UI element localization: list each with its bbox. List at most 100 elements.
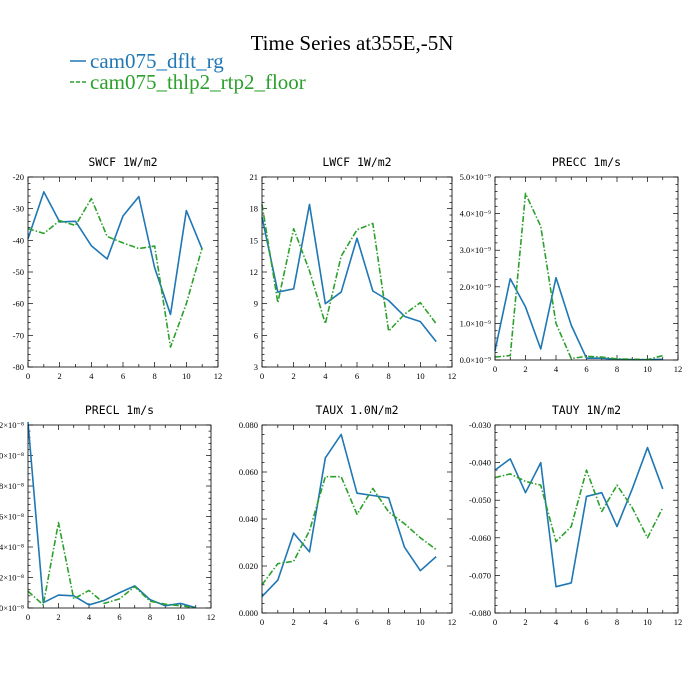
x-tick-label: 6	[117, 612, 121, 622]
x-tick-label: 10	[182, 371, 191, 381]
plot-frame	[494, 176, 679, 361]
panel-title: SWCF 1W/m2	[88, 155, 157, 169]
x-tick-label: 12	[207, 612, 216, 622]
chart-panel-1: LWCF 1W/m2 0 2 4 6 8 10 12 3 6 9 12 15 18 21	[250, 155, 457, 381]
x-tick-label: 12	[448, 371, 457, 381]
x-tick-label: 6	[584, 364, 588, 374]
x-tick-label: 4	[87, 612, 92, 622]
y-tick-label: -0.070	[469, 570, 491, 580]
x-tick-label: 12	[214, 371, 223, 381]
y-tick-label: 3.0×10⁻⁹	[460, 245, 491, 255]
x-tick-label: 8	[148, 612, 152, 622]
x-tick-label: 0	[26, 612, 30, 622]
x-tick-label: 12	[674, 364, 683, 374]
y-tick-label: -0.030	[469, 420, 491, 430]
series-line-dflt-rg	[494, 276, 663, 361]
y-tick-label: 18	[250, 204, 259, 214]
chart-panel-5: TAUY 1N/m2 0 2 4 6 8 10 12 -0.080 -0.070 -0.060 -0.…	[469, 403, 682, 627]
series-line-thlp2-rtp2-floor	[27, 521, 196, 609]
y-tick-label: -70	[13, 330, 24, 340]
x-tick-label: 8	[615, 364, 619, 374]
y-tick-label: 2×10⁻⁸	[0, 573, 24, 583]
panel-title: PRECC 1m/s	[552, 155, 621, 169]
plot-frame	[261, 424, 453, 614]
y-tick-label: 4.0×10⁻⁹	[460, 209, 491, 219]
panel-title: TAUY 1N/m2	[552, 403, 621, 417]
y-tick-label: 12×10⁻⁸	[0, 420, 24, 430]
panel-title: TAUX 1.0N/m2	[315, 403, 398, 417]
chart-panel-2: PRECC 1m/s 0 2 4 6 8 10 12 0.0×10⁻⁹ 1.0×10⁻⁹ 2.0×1…	[460, 155, 683, 374]
x-tick-label: 8	[387, 617, 391, 627]
y-tick-label: 0.080	[239, 420, 258, 430]
y-tick-label: 0×10⁻⁸	[0, 603, 24, 613]
legend-label-dflt-rg: cam075_dflt_rg	[90, 49, 224, 73]
x-tick-label: 4	[323, 617, 328, 627]
series-line-dflt-rg	[261, 203, 437, 343]
y-tick-label: 1.0×10⁻⁹	[460, 318, 491, 328]
y-tick-label: 0.060	[239, 467, 258, 477]
y-tick-label: 6	[254, 330, 258, 340]
plot-frame	[27, 176, 219, 368]
y-tick-label: -0.080	[469, 608, 491, 618]
x-tick-label: 8	[615, 617, 619, 627]
x-tick-label: 2	[292, 371, 296, 381]
y-tick-label: 0.000	[239, 608, 258, 618]
x-tick-label: 10	[643, 364, 652, 374]
x-tick-label: 2	[56, 612, 60, 622]
plot-frame	[27, 424, 212, 609]
x-tick-label: 4	[554, 364, 559, 374]
x-tick-label: 2	[292, 617, 296, 627]
y-tick-label: 5.0×10⁻⁹	[460, 172, 491, 182]
y-tick-label: -20	[13, 172, 24, 182]
x-tick-label: 8	[387, 371, 391, 381]
series-line-thlp2-rtp2-floor	[494, 192, 663, 361]
x-tick-label: 4	[89, 371, 94, 381]
legend: cam075_dflt_rg cam075_thlp2_rtp2_floor	[70, 49, 306, 94]
y-tick-label: 8×10⁻⁸	[0, 481, 24, 491]
x-tick-label: 6	[121, 371, 125, 381]
series-line-dflt-rg	[27, 191, 203, 316]
series-line-dflt-rg	[494, 446, 664, 588]
x-tick-label: 4	[554, 617, 559, 627]
series-line-thlp2-rtp2-floor	[261, 204, 437, 332]
y-tick-label: 2.0×10⁻⁹	[460, 282, 491, 292]
x-tick-label: 2	[58, 371, 62, 381]
x-tick-label: 0	[260, 617, 264, 627]
x-tick-label: 10	[416, 371, 425, 381]
y-tick-label: 0.040	[239, 514, 258, 524]
x-tick-label: 2	[523, 364, 527, 374]
x-tick-label: 12	[448, 617, 457, 627]
x-tick-label: 0	[26, 371, 30, 381]
x-tick-label: 0	[260, 371, 264, 381]
y-tick-label: 12	[250, 267, 259, 277]
x-tick-label: 4	[323, 371, 328, 381]
chart-panel-0: SWCF 1W/m2 0 2 4 6 8 10 12 -80 -70 -60 -50 -40 -30 -20	[13, 155, 223, 381]
x-tick-label: 6	[355, 371, 359, 381]
y-tick-label: -0.060	[469, 533, 491, 543]
x-tick-label: 6	[584, 617, 588, 627]
x-tick-label: 10	[643, 617, 652, 627]
y-tick-label: 15	[250, 235, 259, 245]
y-tick-label: 4×10⁻⁸	[0, 542, 24, 552]
y-tick-label: -80	[13, 362, 24, 372]
x-tick-label: 10	[416, 617, 425, 627]
x-tick-label: 12	[674, 617, 683, 627]
y-tick-label: 3	[254, 362, 258, 372]
x-tick-label: 0	[493, 364, 497, 374]
panel-title: LWCF 1W/m2	[322, 155, 391, 169]
y-tick-label: 9	[254, 299, 258, 309]
chart-panel-3: PRECL 1m/s 0 2 4 6 8 10 12 0×10⁻⁸ 2×10⁻⁸ 4×10⁻⁸ 6×1…	[0, 403, 215, 622]
chart-panels: SWCF 1W/m2 0 2 4 6 8 10 12 -80 -70 -60 -50 -40 -30 -20…	[0, 155, 682, 627]
plot-frame	[261, 176, 453, 368]
chart-panel-4: TAUX 1.0N/m2 0 2 4 6 8 10 12 0.000 0.020 0.040 0.06…	[239, 403, 456, 627]
x-tick-label: 8	[153, 371, 157, 381]
y-tick-label: 0.0×10⁻⁹	[460, 355, 491, 365]
x-tick-label: 6	[355, 617, 359, 627]
y-tick-label: 6×10⁻⁸	[0, 512, 24, 522]
y-tick-label: -0.050	[469, 495, 491, 505]
y-tick-label: -40	[13, 235, 24, 245]
y-tick-label: -30	[13, 204, 24, 214]
y-tick-label: 21	[250, 172, 259, 182]
plot-frame	[494, 424, 679, 614]
legend-label-thlp2-rtp2-floor: cam075_thlp2_rtp2_floor	[90, 70, 306, 94]
